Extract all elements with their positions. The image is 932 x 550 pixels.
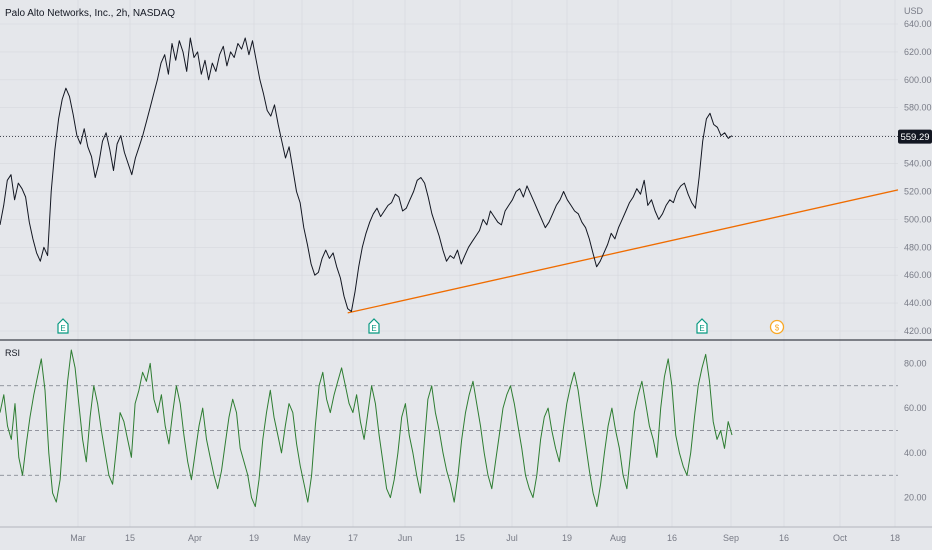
last-price-tag-background <box>898 129 932 144</box>
price-tick-label: 620.00 <box>904 47 932 57</box>
time-tick-label: 16 <box>667 533 677 543</box>
price-tick-label: 460.00 <box>904 270 932 280</box>
rsi-series-line <box>0 349 733 508</box>
price-tick-label: 440.00 <box>904 298 932 308</box>
event-marker-earnings-2[interactable]: E <box>368 318 380 334</box>
time-tick-label: 16 <box>779 533 789 543</box>
time-tick-label: Mar <box>70 533 86 543</box>
time-tick-label: Jul <box>506 533 518 543</box>
event-marker-dividend[interactable]: $ <box>769 319 785 335</box>
event-marker-earnings-1[interactable]: E <box>57 318 69 334</box>
dividend-marker-shape <box>769 319 785 335</box>
time-tick-label: Sep <box>723 533 739 543</box>
time-tick-label: May <box>293 533 311 543</box>
rsi-tick-label: 20.00 <box>904 493 927 503</box>
chart-title: Palo Alto Networks, Inc., 2h, NASDAQ <box>5 8 175 19</box>
time-tick-label: 19 <box>249 533 259 543</box>
price-tick-label: 640.00 <box>904 19 932 29</box>
rsi-tick-label: 40.00 <box>904 448 927 458</box>
time-tick-label: Jun <box>398 533 413 543</box>
last-price-value: 559.29 <box>900 132 929 143</box>
price-tick-label: 600.00 <box>904 75 932 85</box>
rsi-axis-ticks: 80.00 60.00 40.00 20.00 <box>904 358 927 502</box>
time-tick-label: Aug <box>610 533 626 543</box>
price-tick-label: 420.00 <box>904 326 932 336</box>
rsi-label: RSI <box>5 348 20 358</box>
last-price-tag: 559.29 <box>898 129 932 144</box>
price-tick-label: 500.00 <box>904 214 932 224</box>
time-tick-label: 17 <box>348 533 358 543</box>
price-tick-label: 580.00 <box>904 103 932 113</box>
earnings-marker-shape <box>696 318 708 334</box>
earnings-marker-label: E <box>371 324 376 333</box>
time-tick-label: 15 <box>455 533 465 543</box>
trendline <box>347 189 899 314</box>
time-axis-ticks: Mar 15 Apr 19 May 17 Jun 15 Jul 19 Aug 16 Sep 16 Oct 18 <box>70 533 900 543</box>
dividend-marker-label: $ <box>775 324 780 333</box>
event-marker-earnings-3[interactable]: E <box>696 318 708 334</box>
time-tick-label: 18 <box>890 533 900 543</box>
price-horizontal-grid <box>0 23 898 332</box>
time-tick-label: 19 <box>562 533 572 543</box>
earnings-marker-shape <box>57 318 69 334</box>
price-tick-label: 520.00 <box>904 186 932 196</box>
time-tick-label: Oct <box>833 533 848 543</box>
rsi-band-lines <box>0 385 898 476</box>
rsi-tick-label: 60.00 <box>904 403 927 413</box>
earnings-marker-label: E <box>699 324 704 333</box>
time-tick-label: Apr <box>188 533 202 543</box>
rsi-tick-label: 80.00 <box>904 358 927 368</box>
price-series-line <box>0 37 733 312</box>
price-tick-label: 540.00 <box>904 159 932 169</box>
currency-label: USD <box>904 6 924 16</box>
earnings-marker-shape <box>368 318 380 334</box>
earnings-marker-label: E <box>60 324 65 333</box>
time-tick-label: 15 <box>125 533 135 543</box>
price-tick-label: 480.00 <box>904 242 932 252</box>
